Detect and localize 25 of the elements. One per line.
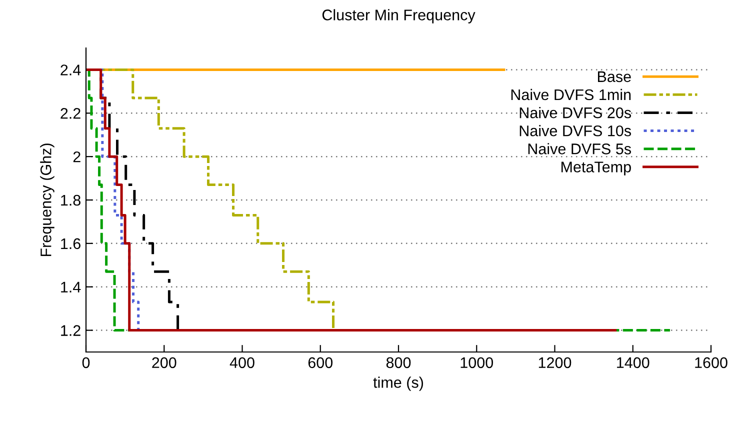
legend-label: MetaTemp — [561, 162, 631, 176]
x-axis-title: time (s) — [373, 376, 424, 391]
y-tick-label: 1.8 — [61, 194, 80, 206]
x-tick-label: 600 — [308, 357, 333, 368]
y-tick-label: 2.4 — [60, 64, 81, 76]
legend-label: Naive DVFS 1min — [511, 88, 631, 100]
chart-title: Cluster Min Frequency — [322, 9, 476, 24]
legend-label: Base — [598, 71, 631, 82]
y-tick-label: 1.4 — [61, 282, 81, 292]
x-tick-label: 1200 — [538, 357, 572, 368]
x-tick-label: 1400 — [617, 357, 650, 368]
x-tick-label: 800 — [386, 357, 411, 368]
legend-label: Naive DVFS 20s — [520, 106, 632, 118]
y-tick-label: 1.6 — [61, 238, 80, 250]
x-tick-label: 1600 — [695, 357, 728, 368]
y-axis-title: Frequency (Ghz) — [40, 144, 54, 256]
x-tick-label: 400 — [230, 357, 254, 368]
x-tick-label: 0 — [82, 357, 90, 368]
y-tick-label: 1.2 — [61, 325, 80, 336]
y-tick-label: 2 — [73, 151, 80, 162]
x-tick-label: 1000 — [460, 357, 494, 368]
x-tick-label: 200 — [152, 357, 176, 368]
legend-label: Naive DVFS 10s — [520, 125, 632, 136]
legend-label: Naive DVFS 5s — [528, 143, 632, 154]
y-tick-label: 2.2 — [60, 108, 80, 119]
